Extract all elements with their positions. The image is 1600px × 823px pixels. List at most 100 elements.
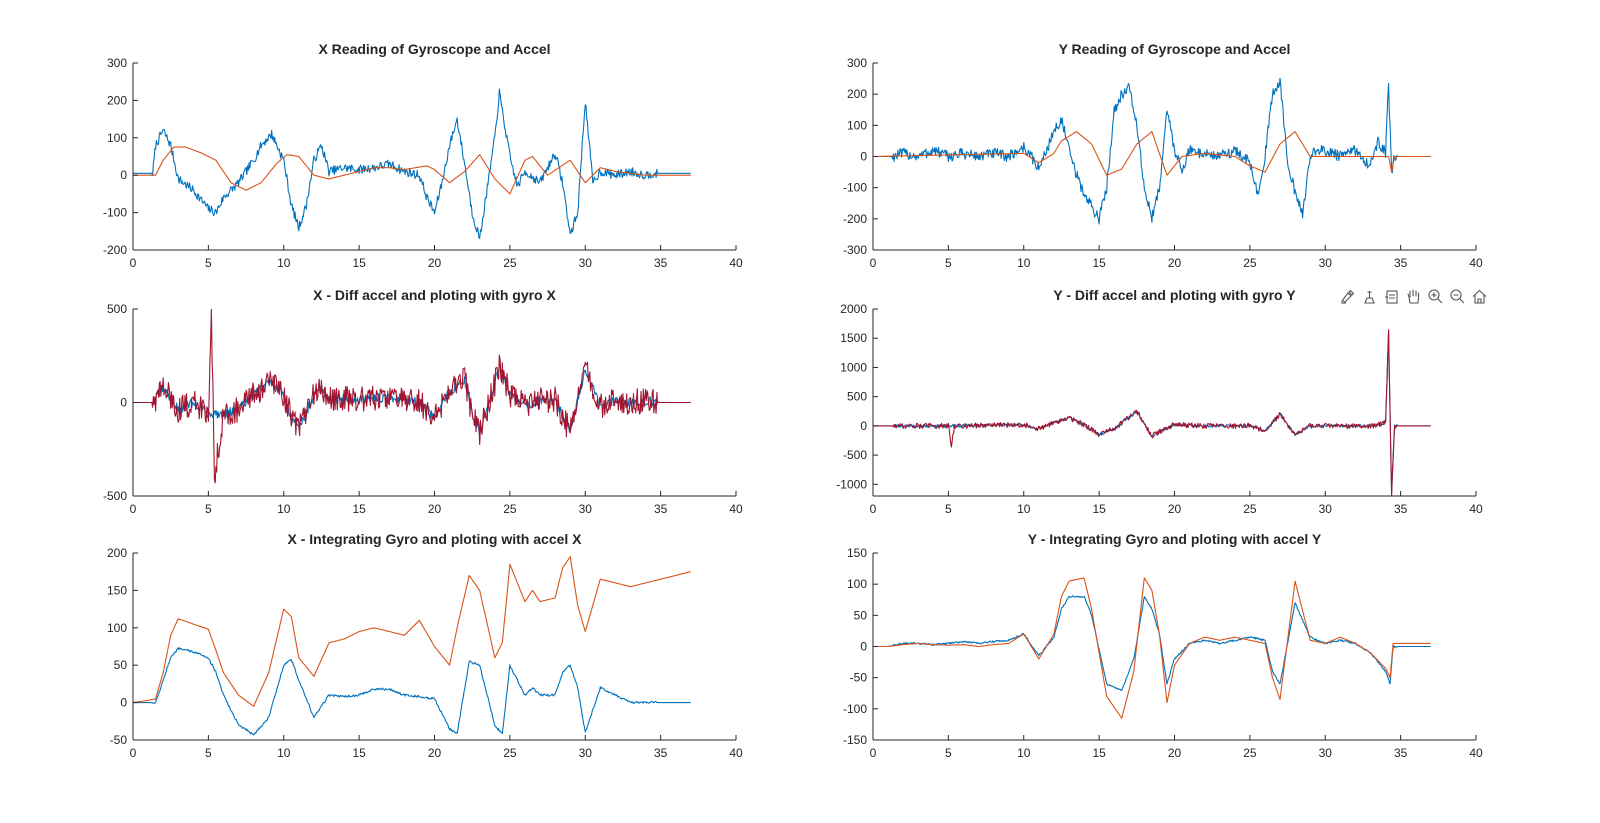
home-icon[interactable]: [1470, 287, 1489, 306]
x-tick-label: 15: [1092, 502, 1106, 516]
series-line: [133, 647, 691, 736]
x-tick-label: 0: [130, 256, 137, 270]
series-line: [133, 309, 691, 484]
chart-5: X - Integrating Gyro and ploting with ac…: [107, 531, 743, 760]
x-tick-label: 0: [870, 746, 877, 760]
zoom-in-icon[interactable]: [1426, 287, 1445, 306]
y-tick-label: 200: [847, 87, 867, 101]
y-tick-label: 300: [107, 56, 127, 70]
chart-title: Y Reading of Gyroscope and Accel: [1059, 41, 1291, 57]
x-tick-label: 0: [870, 502, 877, 516]
x-tick-label: 35: [1394, 502, 1408, 516]
export-icon[interactable]: [1382, 287, 1401, 306]
chart-title: Y - Diff accel and ploting with gyro Y: [1053, 287, 1296, 303]
x-tick-label: 40: [729, 256, 743, 270]
x-tick-label: 15: [1092, 256, 1106, 270]
y-tick-label: -50: [110, 733, 128, 747]
x-tick-label: 25: [1243, 746, 1257, 760]
x-tick-label: 40: [1469, 256, 1483, 270]
x-tick-label: 35: [654, 746, 668, 760]
series-line: [873, 595, 1431, 691]
x-tick-label: 15: [352, 502, 366, 516]
x-tick-label: 30: [1319, 256, 1333, 270]
chart-1: X Reading of Gyroscope and Accel 0 5 10 15 20…: [103, 41, 743, 270]
x-tick-label: 10: [1017, 502, 1031, 516]
brush-icon[interactable]: [1338, 287, 1357, 306]
y-tick-label: 200: [107, 546, 127, 560]
y-tick-label: 0: [120, 696, 127, 710]
x-tick-label: 25: [503, 502, 517, 516]
y-tick-label: 100: [847, 118, 867, 132]
x-tick-label: 20: [428, 502, 442, 516]
y-tick-label: 100: [107, 131, 127, 145]
x-tick-label: 35: [654, 256, 668, 270]
series-line: [133, 88, 691, 239]
x-tick-label: 10: [277, 502, 291, 516]
series-line: [873, 131, 1431, 176]
y-tick-label: 0: [860, 640, 867, 654]
y-tick-label: 0: [120, 168, 127, 182]
x-tick-label: 20: [1168, 502, 1182, 516]
x-tick-label: 30: [1319, 746, 1333, 760]
x-tick-label: 20: [428, 746, 442, 760]
series-line: [133, 556, 691, 707]
y-tick-label: 50: [114, 658, 128, 672]
x-tick-label: 10: [1017, 256, 1031, 270]
x-tick-label: 10: [277, 746, 291, 760]
x-tick-label: 25: [503, 256, 517, 270]
x-tick-label: 0: [870, 256, 877, 270]
x-tick-label: 0: [130, 502, 137, 516]
y-tick-label: 100: [847, 577, 867, 591]
x-tick-label: 30: [1319, 502, 1333, 516]
x-tick-label: 20: [1168, 256, 1182, 270]
y-tick-label: 100: [107, 621, 127, 635]
y-tick-label: 150: [107, 583, 127, 597]
zoom-out-icon[interactable]: [1448, 287, 1467, 306]
x-tick-label: 25: [1243, 502, 1257, 516]
y-tick-label: -100: [103, 206, 127, 220]
series-line: [133, 146, 691, 195]
chart-title: Y - Integrating Gyro and ploting with ac…: [1028, 531, 1322, 547]
y-tick-label: -1000: [836, 477, 867, 491]
x-tick-label: 35: [1394, 256, 1408, 270]
y-tick-label: 50: [854, 608, 868, 622]
x-tick-label: 35: [1394, 746, 1408, 760]
y-tick-label: 1000: [840, 360, 867, 374]
y-tick-label: 0: [860, 419, 867, 433]
x-tick-label: 40: [729, 746, 743, 760]
pan-hand-icon[interactable]: [1404, 287, 1423, 306]
y-tick-label: 300: [847, 56, 867, 70]
x-tick-label: 20: [428, 256, 442, 270]
y-tick-label: -200: [843, 212, 867, 226]
data-tips-icon[interactable]: [1360, 287, 1379, 306]
y-tick-label: -500: [843, 448, 867, 462]
x-tick-label: 30: [579, 502, 593, 516]
chart-title: X - Integrating Gyro and ploting with ac…: [287, 531, 582, 547]
chart-2: Y Reading of Gyroscope and Accel 0 5 10 15 20…: [843, 41, 1483, 270]
y-tick-label: -500: [103, 489, 127, 503]
x-tick-label: 5: [205, 256, 212, 270]
series-line: [873, 329, 1431, 496]
x-tick-label: 5: [205, 746, 212, 760]
x-tick-label: 40: [1469, 502, 1483, 516]
x-tick-label: 5: [945, 746, 952, 760]
series-line: [873, 77, 1431, 225]
x-tick-label: 15: [352, 746, 366, 760]
y-tick-label: 200: [107, 93, 127, 107]
x-tick-label: 0: [130, 746, 137, 760]
x-tick-label: 20: [1168, 746, 1182, 760]
y-tick-label: 0: [860, 150, 867, 164]
chart-4: Y - Diff accel and ploting with gyro Y 0 5…: [836, 287, 1483, 516]
x-tick-label: 5: [205, 502, 212, 516]
axes-toolbar[interactable]: [1338, 287, 1489, 307]
y-tick-label: -150: [843, 733, 867, 747]
x-tick-label: 10: [1017, 746, 1031, 760]
x-tick-label: 5: [945, 502, 952, 516]
x-tick-label: 40: [729, 502, 743, 516]
y-tick-label: 500: [107, 302, 127, 316]
x-tick-label: 15: [352, 256, 366, 270]
y-tick-label: 2000: [840, 302, 867, 316]
chart-title: X Reading of Gyroscope and Accel: [318, 41, 550, 57]
